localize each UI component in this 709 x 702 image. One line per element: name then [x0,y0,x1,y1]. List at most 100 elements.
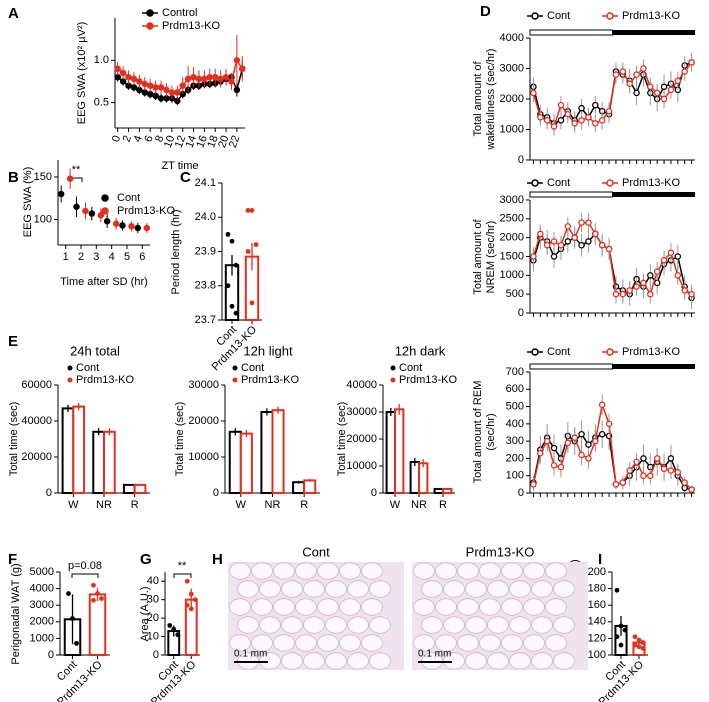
series-line [532,221,692,296]
adipocyte [531,580,553,598]
y-axis-label: Period length (hr) [170,210,182,295]
data-point [571,120,578,127]
data-point [550,123,558,130]
data-point [557,241,565,249]
x-tick-label: 1 [63,251,69,263]
y-tick-label: 20 [147,612,159,624]
y-tick-label: 1000 [30,632,54,644]
x-tick-label: 3 [93,251,99,263]
data-point [171,626,177,632]
x-tick-label: R [131,499,139,511]
adipocyte [317,598,339,616]
data-point [647,472,654,479]
data-point [640,472,647,479]
data-point [550,253,558,260]
image-title: Prdm13-KO [466,544,535,559]
data-point [152,84,159,91]
data-point [578,117,585,124]
adipocyte [523,598,545,616]
adipocyte [273,562,295,580]
x-tick-label: NR [265,499,281,511]
data-point [612,481,620,488]
legend-marker [232,365,238,371]
data-point [619,479,627,486]
legend-marker [606,179,614,187]
legend-marker [146,9,154,17]
data-point [605,107,613,115]
adipocyte [281,580,303,598]
data-point [253,242,259,248]
data-point [91,597,96,603]
adipocyte [361,634,383,652]
y-tick-label: 40000 [346,379,377,391]
chart-title: 24h total [70,343,120,358]
y-axis-label: Total time (sec) [8,402,20,477]
data-point [530,89,537,97]
data-point [598,401,606,409]
data-point [633,71,640,78]
y-tick-label: 0 [46,487,52,499]
y-tick-label: 300 [506,435,524,447]
data-point [632,642,638,648]
light-period [529,191,613,198]
adipocyte [259,616,281,634]
data-point [188,606,194,612]
adipocyte [251,598,273,616]
legend-label: Cont [399,362,422,374]
y-axis-label: Total time (sec) [336,402,348,477]
data-point [175,632,181,638]
y-tick-label: 5000 [30,566,54,578]
data-point [66,175,74,182]
y-axis-label: EEG SWA (x10² µV²) [76,22,88,125]
adipocyte [487,616,509,634]
y-tick-label: 30 [147,594,159,606]
data-point [95,591,100,596]
y-tick-label: 24.0 [195,211,216,223]
adipocyte [545,562,567,580]
data-point [667,249,675,256]
data-point [557,117,565,124]
adipocyte [303,580,325,598]
data-point [167,623,173,628]
data-point [640,645,646,651]
legend-label: Cont [547,346,570,358]
y-tick-label: 200 [506,452,524,464]
x-tick-label: 16 [194,134,209,150]
data-point [530,253,537,260]
x-tick-label: 2 [78,251,84,263]
data-point [184,75,192,83]
adipocyte [421,580,443,598]
micrograph [412,562,588,670]
adipocyte [229,598,251,616]
y-tick-label: 60000 [21,379,52,391]
scale-label: 0.1 mm [418,649,451,660]
y-tick-label: 0 [518,154,524,166]
data-point [592,230,599,238]
data-point [157,84,165,91]
legend-marker [531,348,539,356]
adipocyte [435,598,457,616]
data-point [636,644,642,650]
x-tick-label: NR [411,499,427,511]
data-point [125,73,132,81]
adipocyte [465,652,487,670]
data-point [618,642,624,648]
x-tick-label: NR [96,499,112,511]
adipocyte [251,634,273,652]
data-point [640,455,647,462]
bar [239,432,253,495]
data-point [543,117,551,124]
bar [385,411,397,494]
dark-period [612,192,695,197]
data-point [647,83,654,91]
adipocyte [229,634,251,652]
y-tick-label: 40 [147,575,159,587]
bar [292,481,306,495]
y-tick-label: 160 [588,599,606,611]
y-tick-label: 1500 [500,250,524,262]
bar [133,483,147,494]
adipocyte [251,562,273,580]
data-point [653,89,661,97]
adipocyte [479,634,501,652]
y-tick-label: 2000 [500,93,524,105]
